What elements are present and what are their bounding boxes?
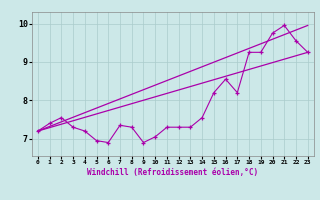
X-axis label: Windchill (Refroidissement éolien,°C): Windchill (Refroidissement éolien,°C) xyxy=(87,168,258,177)
